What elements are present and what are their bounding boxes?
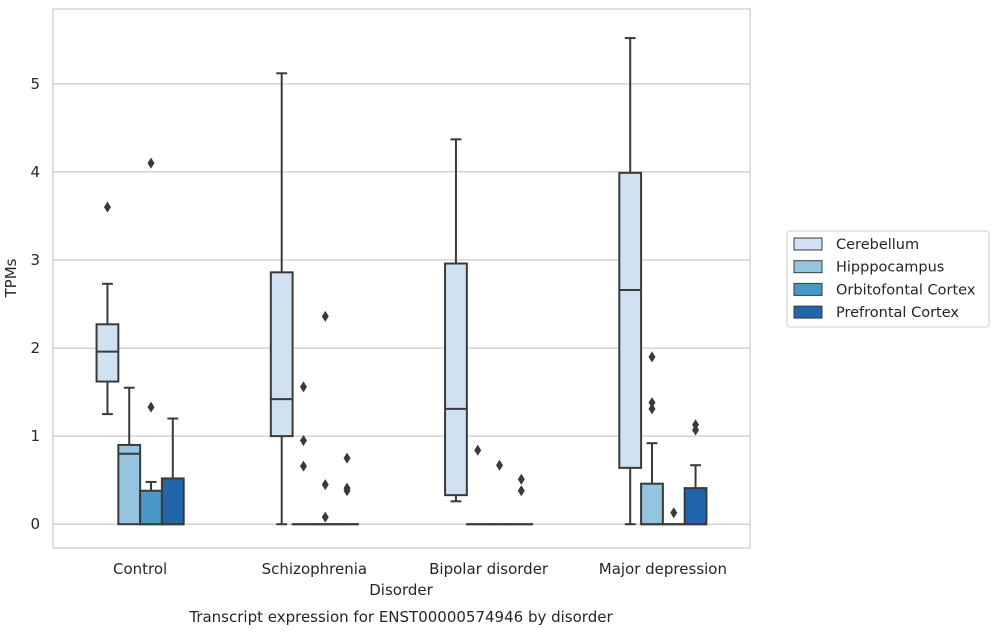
box-cerebellum: [444, 138, 468, 503]
outlier-point: [648, 351, 656, 363]
legend-label: Cerebellum: [836, 237, 919, 253]
outlier-point: [299, 381, 307, 393]
box-orbitofontal-cortex: [661, 507, 686, 526]
x-tick-label: Control: [113, 560, 167, 578]
legend-swatch: [793, 282, 823, 296]
outlier-point: [670, 507, 678, 519]
y-tick-label: 0: [30, 515, 40, 533]
outlier-point: [474, 444, 482, 456]
outlier-point: [343, 452, 351, 464]
box-body: [444, 262, 468, 497]
outlier-point: [321, 310, 329, 322]
box-body: [683, 487, 708, 526]
outlier-point: [648, 403, 656, 415]
outlier-point: [147, 157, 155, 169]
box-body: [269, 271, 294, 438]
chart-title: Transcript expression for ENST0000057494…: [188, 608, 613, 626]
outlier-point: [692, 419, 700, 431]
box-body: [618, 171, 643, 469]
outlier-point: [103, 201, 111, 213]
legend-frame: [786, 230, 990, 328]
y-axis-label: TPMs: [2, 258, 20, 298]
box-prefrontal-cortex: [160, 417, 185, 526]
box-orbitofontal-cortex: [487, 459, 512, 526]
plot-frame: [52, 8, 751, 549]
outlier-point: [147, 401, 155, 413]
legend-label: Prefrontal Cortex: [836, 305, 959, 321]
box-body: [160, 477, 185, 526]
legend-swatch: [793, 260, 823, 274]
y-tick-label: 4: [30, 163, 40, 181]
x-axis-ticks: Control Schizophrenia Bipolar disorder Majo…: [113, 560, 727, 578]
box-body: [95, 323, 120, 383]
box-cerebellum: [618, 37, 643, 526]
box-body: [640, 482, 664, 526]
box-plots: [95, 37, 708, 526]
outlier-point: [517, 485, 525, 497]
box-orbitofontal-cortex: [139, 157, 163, 526]
box-cerebellum: [269, 72, 294, 526]
y-tick-label: 3: [30, 251, 40, 269]
outlier-point: [299, 460, 307, 472]
outlier-point: [321, 511, 329, 523]
x-tick-label: Bipolar disorder: [429, 560, 549, 578]
y-axis-ticks: 0 1 2 3 4 5: [30, 75, 40, 533]
box-body: [117, 443, 142, 526]
legend-label: Hipppocampus: [836, 260, 944, 276]
y-tick-label: 2: [30, 339, 40, 357]
legend-label: Orbitofontal Cortex: [836, 282, 976, 298]
legend-swatch: [793, 237, 823, 251]
x-axis-label: Disorder: [369, 581, 433, 599]
box-prefrontal-cortex: [683, 419, 708, 526]
outlier-point: [299, 435, 307, 447]
box-prefrontal-cortex: [509, 473, 534, 526]
outlier-point: [648, 397, 656, 409]
box-hipppocampus: [117, 386, 142, 526]
box-prefrontal-cortex: [335, 452, 359, 526]
x-tick-label: Major depression: [599, 560, 727, 578]
outlier-point: [496, 459, 504, 471]
legend: Cerebellum Hipppocampus Orbitofontal Corte…: [786, 230, 990, 328]
y-tick-label: 5: [30, 75, 40, 93]
legend-swatch: [793, 305, 823, 319]
outlier-point: [343, 482, 351, 494]
box-cerebellum: [95, 201, 120, 416]
outlier-point: [517, 473, 525, 485]
box-hipppocampus: [640, 351, 664, 526]
outlier-point: [321, 479, 329, 491]
x-tick-label: Schizophrenia: [262, 560, 367, 578]
box-body: [139, 489, 163, 526]
y-tick-label: 1: [30, 427, 40, 445]
